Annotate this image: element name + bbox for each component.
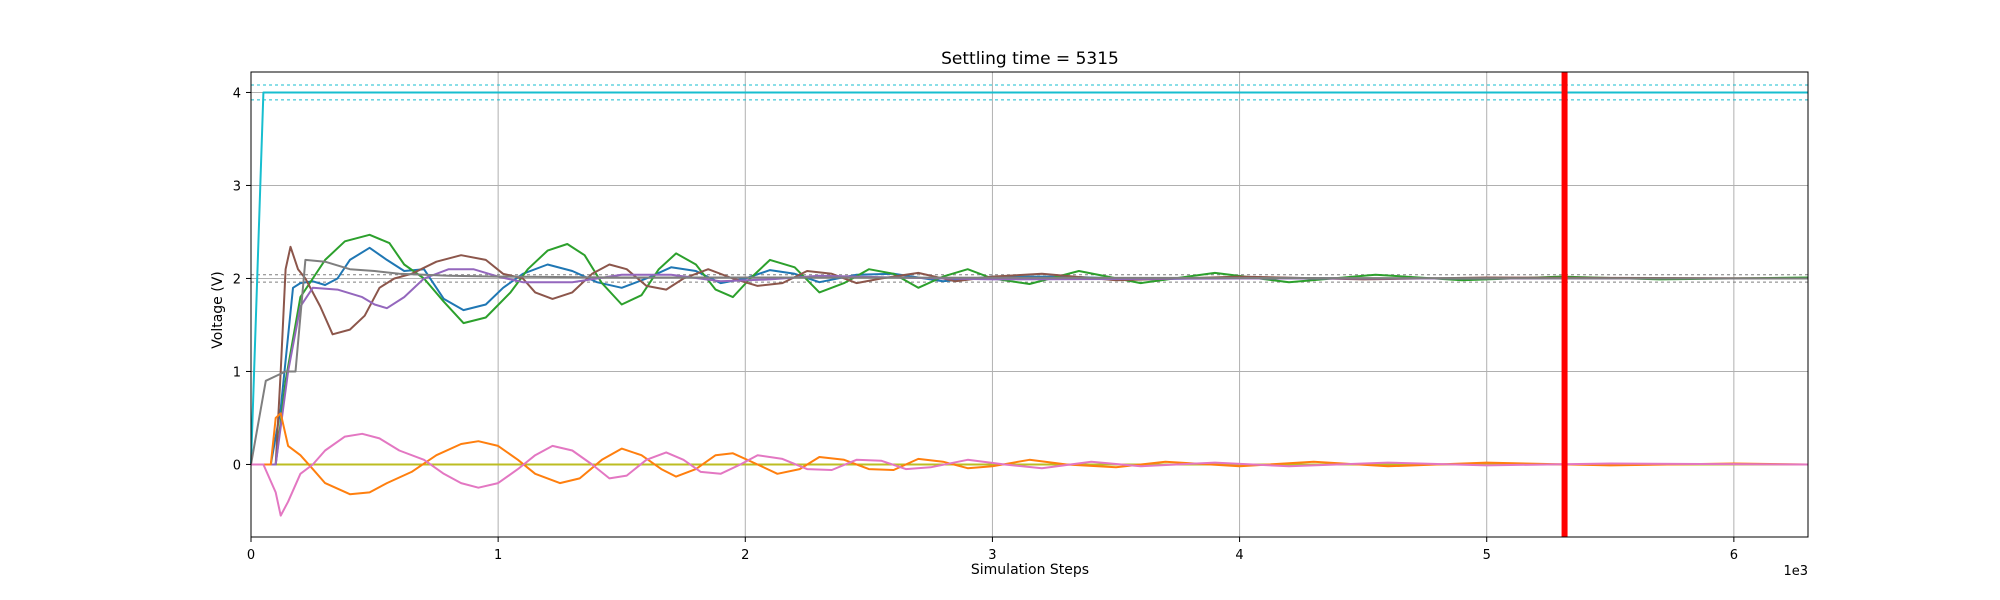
x-offset-label: 1e3 bbox=[1783, 564, 1808, 579]
y-tick-label: 0 bbox=[233, 458, 241, 473]
y-tick-label: 1 bbox=[233, 365, 241, 380]
series-line bbox=[250, 258, 1809, 465]
series-line bbox=[251, 246, 1808, 466]
series-line bbox=[251, 233, 1809, 466]
x-axis-label: Simulation Steps bbox=[971, 562, 1089, 578]
y-tick-label: 3 bbox=[233, 179, 241, 194]
series-line bbox=[250, 91, 1808, 465]
ticks-layer: 0 1 2 3 4 5 6 0 1 2 3 4 bbox=[233, 86, 1738, 563]
x-tick-label: 0 bbox=[247, 548, 255, 563]
x-tick-label: 4 bbox=[1235, 548, 1243, 563]
plot-frame bbox=[250, 71, 1809, 538]
series-layer bbox=[250, 91, 1809, 517]
y-tick-label: 4 bbox=[233, 86, 241, 101]
y-axis-label: Voltage (V) bbox=[210, 271, 226, 348]
x-tick-label: 1 bbox=[494, 548, 502, 563]
x-tick-label: 3 bbox=[988, 548, 996, 563]
series-line bbox=[251, 412, 1809, 496]
x-tick-label: 6 bbox=[1730, 548, 1738, 563]
chart-title: Settling time = 5315 bbox=[941, 49, 1119, 69]
series-line bbox=[251, 432, 1809, 517]
series-line bbox=[251, 268, 1808, 466]
tolerance-band-layer bbox=[251, 84, 1808, 283]
y-tick-label: 2 bbox=[233, 272, 241, 287]
x-tick-label: 5 bbox=[1483, 548, 1491, 563]
x-tick-label: 2 bbox=[741, 548, 749, 563]
